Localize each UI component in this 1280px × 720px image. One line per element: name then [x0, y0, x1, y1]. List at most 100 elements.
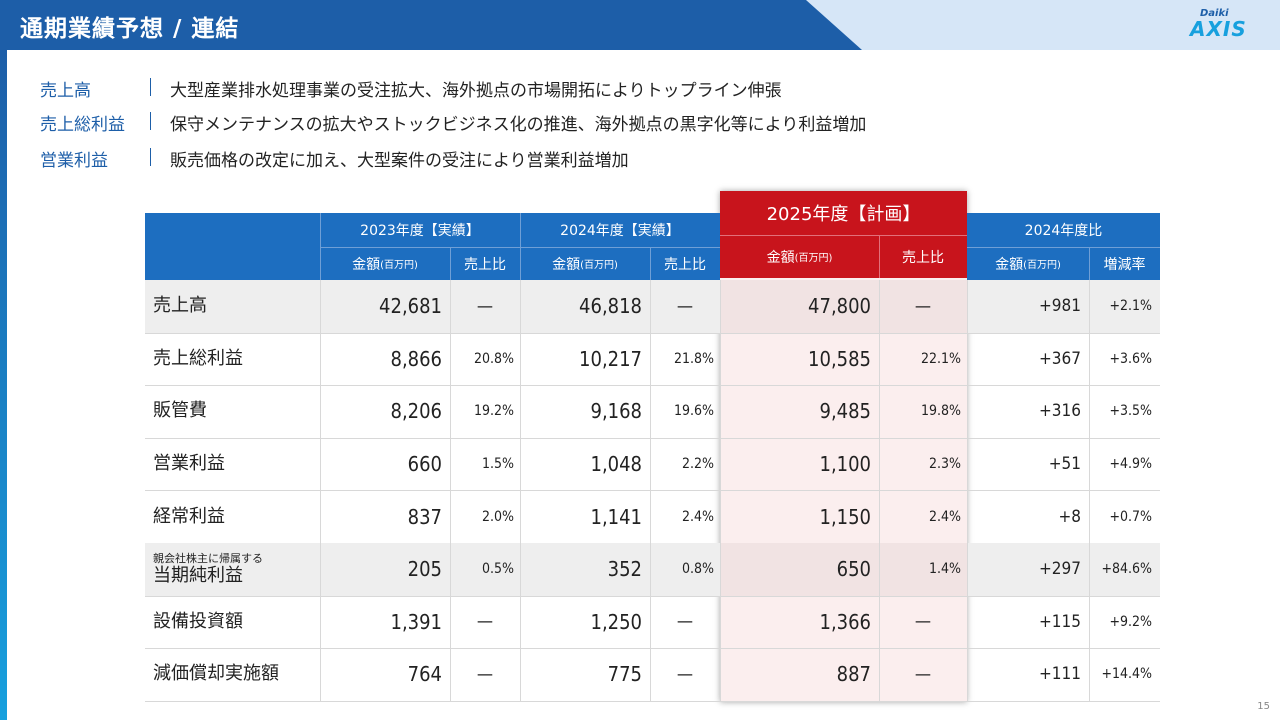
header-separator	[520, 213, 521, 280]
table-cell-v23: 764	[407, 662, 442, 687]
table-cell-r24: 21.8%	[673, 350, 714, 367]
col-header-ratio: 売上比	[650, 247, 720, 280]
col-header-amount: 金額 (百万円)	[320, 247, 450, 280]
table-cell-v25: 9,485	[819, 399, 872, 424]
summary-divider	[150, 112, 151, 130]
row-label-text: 当期純利益	[153, 564, 243, 586]
header-separator	[879, 235, 880, 278]
table-cell-r23: —	[476, 663, 494, 685]
table-cell-r24: 2.2%	[682, 456, 714, 473]
row-label: 売上高	[145, 280, 320, 333]
row-label-text: 売上総利益	[153, 347, 243, 369]
table-cell-r23: 0.5%	[482, 561, 514, 578]
table-cell-dr: +4.9%	[1109, 456, 1152, 473]
row-shade	[145, 280, 720, 333]
table-cell-r24: 0.8%	[682, 561, 714, 578]
header-corner	[145, 213, 320, 280]
row-label-text: 営業利益	[153, 453, 225, 475]
row-separator	[145, 437, 1160, 439]
table-cell-r24: 19.6%	[673, 403, 714, 420]
table-cell-v24: 9,168	[590, 399, 643, 424]
row-separator	[145, 648, 1160, 650]
row-label: 親会社株主に帰属する 当期純利益	[145, 543, 320, 596]
table-cell-r23: —	[476, 611, 494, 633]
table-cell-d: +297	[1038, 559, 1081, 580]
row-separator	[145, 332, 1160, 334]
group-header-2024: 2024年度【実績】	[520, 213, 720, 247]
table-cell-r25: 2.3%	[929, 456, 961, 473]
table-cell-dr: +84.6%	[1101, 561, 1152, 578]
column-separator	[650, 280, 651, 701]
summary-label: 売上高	[40, 81, 91, 101]
table-cell-v25: 10,585	[808, 346, 871, 371]
table-cell-r25: 22.1%	[920, 350, 961, 367]
col-header-ratio: 売上比	[450, 247, 520, 280]
col-header-amount: 金額 (百万円)	[520, 247, 650, 280]
row-shade	[145, 543, 720, 596]
page-title: 通期業績予想 / 連結	[20, 16, 240, 42]
table-cell-r25: —	[914, 663, 932, 685]
left-accent-strip	[0, 50, 7, 720]
company-logo: Daiki AXIS	[1188, 8, 1270, 42]
header-separator	[320, 213, 321, 280]
row-separator	[145, 595, 1160, 597]
row-label-text: 経常利益	[153, 505, 225, 527]
row-label: 販管費	[145, 385, 320, 438]
table-cell-r25: 2.4%	[929, 508, 961, 525]
table-cell-v25: 1,100	[819, 452, 872, 477]
table-cell-r23: —	[476, 295, 494, 317]
row-shade	[720, 280, 967, 333]
header-separator	[967, 247, 1160, 248]
table-cell-v23: 42,681	[379, 294, 442, 319]
row-label-text: 販管費	[153, 400, 207, 422]
summary-text: 保守メンテナンスの拡大やストックビジネス化の推進、海外拠点の黒字化等により利益増…	[170, 115, 867, 135]
table-cell-r24: —	[676, 663, 694, 685]
table-cell-v24: 10,217	[579, 346, 642, 371]
table-cell-d: +8	[1058, 506, 1081, 527]
table-cell-r25: 1.4%	[929, 561, 961, 578]
column-separator	[879, 280, 880, 701]
row-label-text: 設備投資額	[153, 610, 243, 632]
header-separator	[450, 247, 451, 280]
table-cell-v25: 1,366	[819, 609, 872, 634]
row-shade	[967, 543, 1160, 596]
header-separator	[650, 247, 651, 280]
logo-top-text: Daiki	[1200, 8, 1229, 19]
row-separator	[145, 490, 1160, 492]
table-cell-d: +316	[1038, 401, 1081, 422]
table-cell-r24: —	[676, 611, 694, 633]
column-separator	[320, 280, 321, 701]
table-cell-r23: 20.8%	[473, 350, 514, 367]
table-cell-d: +367	[1038, 348, 1081, 369]
column-separator	[1089, 280, 1090, 701]
table-cell-v24: 46,818	[579, 294, 642, 319]
header-separator	[320, 247, 720, 248]
row-label: 設備投資額	[145, 596, 320, 649]
row-separator	[145, 700, 1160, 702]
table-cell-v25: 650	[836, 557, 871, 582]
row-label-text: 売上高	[153, 295, 207, 317]
table-cell-dr: +3.6%	[1109, 350, 1152, 367]
table-cell-dr: +0.7%	[1109, 508, 1152, 525]
col-header-amount: 金額 (百万円)	[720, 235, 879, 278]
column-separator	[720, 280, 721, 701]
table-cell-r25: —	[914, 611, 932, 633]
table-cell-v25: 887	[836, 662, 871, 687]
table-cell-r23: 2.0%	[482, 508, 514, 525]
table-cell-d: +115	[1038, 611, 1081, 632]
header-band	[0, 0, 862, 50]
group-header-2023: 2023年度【実績】	[320, 213, 520, 247]
page-number: 15	[1257, 701, 1270, 712]
table-cell-dr: +14.4%	[1101, 666, 1152, 683]
table-cell-v24: 352	[607, 557, 642, 582]
row-label-text: 減価償却実施額	[153, 663, 279, 685]
table-cell-r25: 19.8%	[920, 403, 961, 420]
header-separator	[720, 235, 967, 236]
row-label: 営業利益	[145, 438, 320, 491]
summary-divider	[150, 78, 151, 96]
row-sublabel: 親会社株主に帰属する	[153, 551, 263, 565]
table-cell-v24: 1,048	[590, 452, 643, 477]
summary-divider	[150, 148, 151, 166]
column-separator	[967, 280, 968, 701]
table-cell-r25: —	[914, 295, 932, 317]
